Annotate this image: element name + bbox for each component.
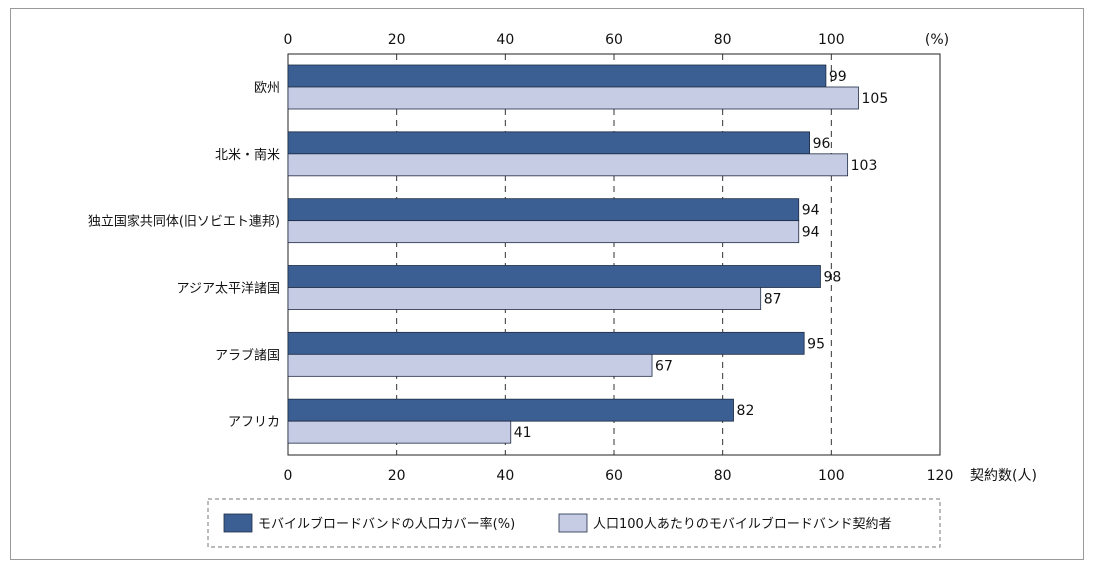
bottom-axis-tick: 0	[284, 468, 293, 484]
top-axis-tick: 100	[818, 32, 845, 48]
bar-value-label: 67	[655, 358, 673, 374]
bar-value-label: 96	[813, 136, 831, 152]
bar-value-label: 99	[829, 69, 847, 85]
category-label: アジア太平洋諸国	[177, 281, 280, 297]
category-label: アラブ諸国	[215, 347, 280, 363]
bottom-axis-tick: 100	[818, 468, 845, 484]
bar	[288, 132, 810, 154]
bottom-axis-tick: 40	[496, 468, 514, 484]
bar-value-label: 82	[737, 403, 755, 419]
top-axis-tick: 80	[714, 32, 732, 48]
bar	[288, 266, 820, 288]
bottom-axis-tick: 80	[714, 468, 732, 484]
top-axis-tick: 0	[284, 32, 293, 48]
bar	[288, 421, 511, 443]
bar	[288, 399, 734, 421]
category-label: アフリカ	[228, 415, 280, 430]
bars	[288, 65, 859, 443]
bar	[288, 354, 652, 376]
bottom-axis-unit: 契約数(人)	[970, 468, 1037, 484]
bar	[288, 332, 804, 354]
bar-value-label: 94	[802, 225, 820, 241]
bar-value-label: 87	[764, 292, 782, 308]
category-label: 独立国家共同体(旧ソビエト連邦)	[88, 214, 280, 230]
bar	[288, 87, 859, 109]
bottom-axis-tick: 20	[388, 468, 406, 484]
grid-lines	[397, 54, 832, 455]
bar	[288, 221, 799, 243]
legend-swatch	[559, 514, 587, 532]
bar	[288, 65, 826, 87]
legend: モバイルブロードバンドの人口カバー率(%) 人口100人あたりのモバイルブロードバ…	[208, 499, 940, 547]
bar	[288, 199, 799, 221]
bar-value-label: 98	[823, 270, 841, 286]
bar-value-label: 94	[802, 203, 820, 219]
bottom-axis-tick: 60	[605, 468, 623, 484]
top-axis-tick: 40	[496, 32, 514, 48]
bar	[288, 288, 761, 310]
legend-label: 人口100人あたりのモバイルブロードバンド契約者	[593, 516, 891, 532]
bottom-axis-tick: 120	[927, 468, 954, 484]
legend-swatch	[224, 514, 252, 532]
legend-label: モバイルブロードバンドの人口カバー率(%)	[258, 516, 515, 532]
category-label: 欧州	[254, 81, 280, 96]
bar	[288, 154, 848, 176]
top-axis-tick: 20	[388, 32, 406, 48]
category-label: 北米・南米	[215, 147, 280, 163]
bar-value-label: 105	[862, 91, 889, 107]
top-axis-tick: 60	[605, 32, 623, 48]
top-axis-unit: (%)	[925, 32, 949, 48]
bar-value-label: 41	[514, 425, 532, 441]
bar-value-label: 95	[807, 336, 825, 352]
value-labels: 99 105 96 103 94 94 98 87 95 67 82 41	[514, 69, 888, 441]
bar-value-label: 103	[851, 158, 878, 174]
